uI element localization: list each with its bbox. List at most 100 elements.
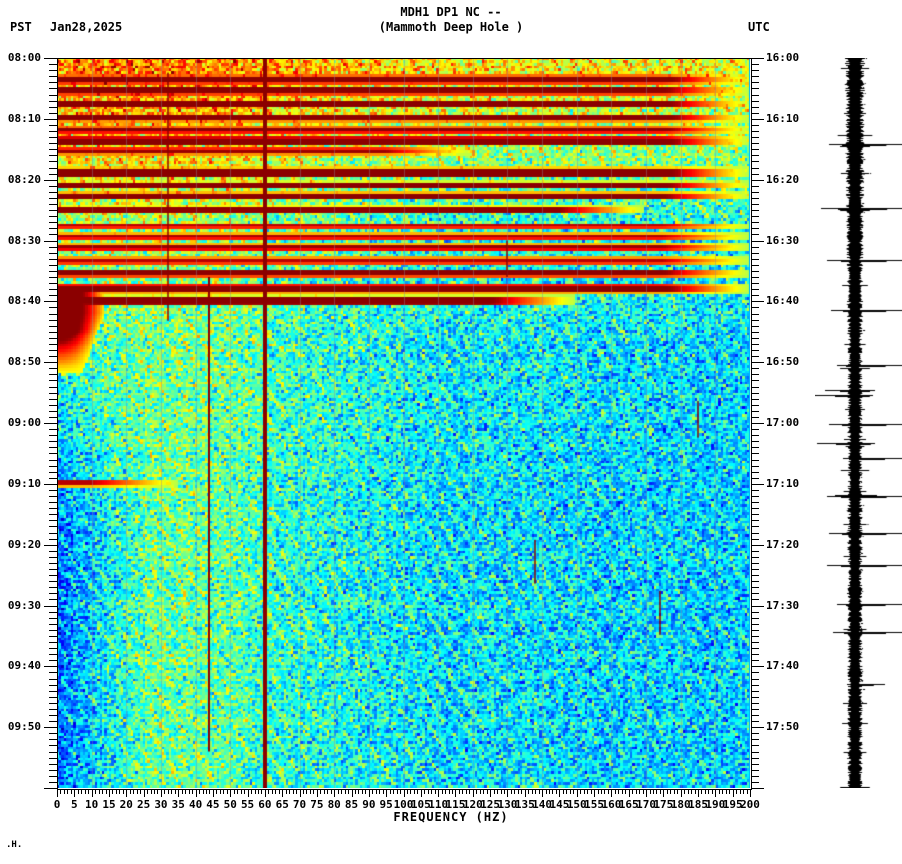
freq-tick [510, 789, 512, 794]
time-tick-left [49, 678, 57, 680]
freq-tick [320, 789, 322, 794]
time-tick-left [44, 179, 57, 181]
freq-tick [167, 789, 169, 794]
time-tick-left [44, 301, 57, 303]
time-tick-right [751, 362, 764, 364]
time-tick-left [49, 429, 57, 431]
time-tick-left [49, 538, 57, 540]
time-tick-right [751, 477, 759, 479]
time-tick-right [751, 301, 764, 303]
time-tick-left [49, 350, 57, 351]
freq-tick [479, 789, 481, 794]
freq-tick [542, 789, 544, 797]
time-tick-left [49, 441, 57, 443]
freq-tick [88, 789, 90, 794]
time-tick-right [751, 684, 759, 686]
freq-tick [209, 789, 211, 794]
freq-tick [684, 789, 686, 794]
time-tick-left [49, 508, 57, 510]
time-label-pst: 08:30 [7, 233, 41, 247]
freq-tick [81, 789, 83, 794]
freq-tick [646, 789, 648, 797]
freq-tick [396, 789, 398, 794]
time-tick-right [751, 82, 759, 84]
time-tick-left [49, 258, 57, 260]
freq-tick [327, 789, 329, 794]
time-tick-right [751, 532, 759, 534]
time-tick-left [49, 228, 57, 230]
time-tick-right [751, 252, 759, 254]
freq-tick [185, 789, 187, 794]
time-tick-right [751, 745, 759, 747]
freq-tick [722, 789, 724, 794]
freq-tick [538, 789, 540, 794]
time-tick-left [49, 270, 57, 272]
freq-tick [621, 789, 623, 794]
time-tick-right [751, 781, 759, 783]
freq-tick [486, 789, 488, 794]
time-label-pst: 08:20 [7, 172, 41, 186]
freq-tick [517, 789, 519, 794]
time-tick-right [751, 319, 759, 321]
freq-tick [323, 789, 325, 794]
time-tick-left [44, 727, 57, 729]
freq-tick [133, 789, 135, 794]
time-tick-right [751, 544, 764, 546]
time-tick-left [49, 562, 57, 564]
freq-tick [143, 789, 145, 797]
time-tick-right [751, 660, 759, 662]
time-tick-right [751, 277, 759, 278]
time-tick-left [49, 587, 57, 589]
freq-tick [514, 789, 516, 794]
spectrogram-canvas[interactable] [57, 58, 750, 788]
time-tick-left [49, 459, 57, 461]
freq-tick [691, 789, 693, 794]
freq-tick [704, 789, 706, 794]
time-tick-right [751, 502, 759, 504]
freq-tick [386, 789, 388, 797]
time-tick-left [49, 599, 57, 601]
freq-tick [136, 789, 138, 794]
time-tick-right [751, 733, 759, 735]
time-tick-right [751, 155, 759, 157]
time-tick-right [751, 575, 759, 577]
freq-tick [576, 789, 578, 797]
time-tick-right [751, 94, 759, 96]
time-tick-left [49, 739, 57, 741]
time-tick-right [751, 715, 759, 716]
freq-tick [656, 789, 658, 794]
freq-tick [431, 789, 433, 794]
freq-tick [126, 789, 128, 797]
time-tick-left [49, 696, 57, 698]
time-tick-left [49, 337, 57, 339]
time-tick-left [49, 295, 57, 297]
time-tick-left [49, 642, 57, 643]
freq-tick [365, 789, 367, 794]
freq-tick [580, 789, 582, 794]
freq-tick [424, 789, 426, 794]
time-tick-left [44, 666, 57, 668]
time-tick-right [751, 222, 759, 224]
frequency-axis-title: FREQUENCY (HZ) [393, 810, 509, 824]
time-tick-right [751, 721, 759, 723]
time-tick-right [751, 593, 759, 595]
freq-tick [670, 789, 672, 794]
time-tick-left [49, 149, 57, 151]
time-tick-right [751, 392, 759, 394]
time-tick-left [49, 155, 57, 157]
freq-tick [226, 789, 228, 794]
time-tick-left [49, 319, 57, 321]
spectrogram-plot[interactable] [57, 58, 750, 788]
freq-tick [330, 789, 332, 794]
time-tick-right [751, 331, 759, 333]
freq-tick [70, 789, 72, 794]
freq-tick [736, 789, 738, 794]
freq-tick [711, 789, 713, 794]
freq-tick [178, 789, 180, 797]
freq-tick [528, 789, 530, 794]
freq-tick [458, 789, 460, 794]
time-tick-left [44, 58, 57, 59]
time-tick-right [751, 447, 759, 449]
time-tick-right [751, 246, 759, 248]
time-tick-left [49, 435, 57, 437]
